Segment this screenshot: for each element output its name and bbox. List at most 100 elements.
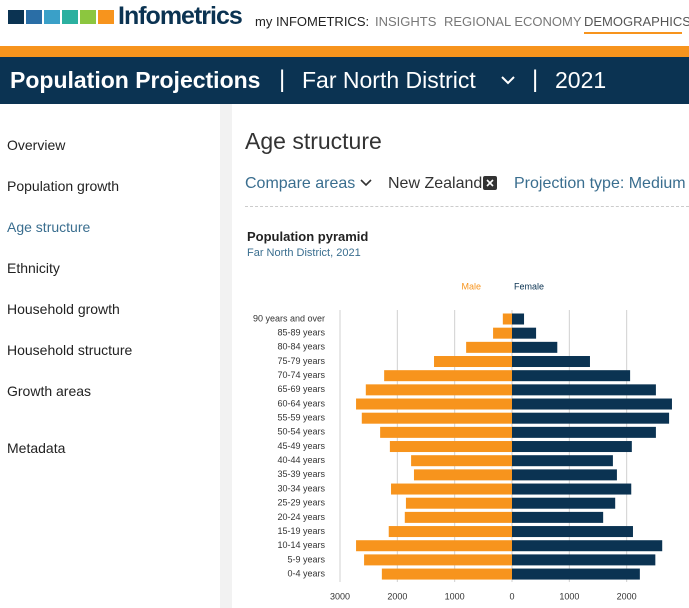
y-tick-label: 5-9 years [287,554,325,564]
bar [512,313,525,325]
y-tick-label: 45-49 years [277,441,325,451]
x-tick-label: 1000 [559,591,579,601]
side-link[interactable]: Household growth [7,301,120,317]
heading: Age structure [245,128,382,154]
side-link[interactable]: Age structure [7,219,91,235]
nav-link[interactable]: INSIGHTS [375,14,437,29]
side-link[interactable]: Ethnicity [7,260,60,276]
nav-link[interactable]: REGIONAL ECONOMY [444,14,582,29]
bar [512,455,613,467]
bar [365,384,512,396]
side-link[interactable]: Household structure [7,342,133,358]
side-link[interactable]: Metadata [7,440,66,456]
bar [512,398,672,410]
bar [512,554,656,566]
separator: | [532,66,539,93]
bar [502,313,512,325]
bar [512,370,631,382]
banner-title: Population Projections [10,67,261,93]
year-select[interactable]: 2021 [555,67,607,93]
y-tick-label: 75-79 years [277,356,325,366]
side-link[interactable]: Growth areas [7,383,92,399]
side-link[interactable]: Overview [7,137,66,153]
legend-label: Female [514,281,544,291]
divider [220,104,232,608]
x-tick-label: 0 [509,591,514,601]
bar [404,511,512,523]
y-tick-label: 80-84 years [277,342,325,352]
bar [512,441,632,453]
y-tick-label: 85-89 years [277,328,325,338]
y-tick-label: 55-59 years [277,413,325,423]
bar [434,356,512,368]
bar [466,341,512,353]
nav-label: my INFOMETRICS: [255,14,370,29]
bar [512,412,670,424]
bar [361,412,512,424]
y-tick-label: 15-19 years [277,526,325,536]
projection-select[interactable]: Projection type: Medium [514,175,686,192]
y-tick-label: 70-74 years [277,370,325,380]
bar [381,568,512,580]
area-select[interactable]: Far North District [302,67,476,93]
y-tick-label: 10-14 years [277,540,325,550]
y-tick-label: 0-4 years [287,568,325,578]
bar [413,469,512,481]
bar [512,426,656,438]
y-tick-label: 20-24 years [277,512,325,522]
bar [388,526,512,538]
bar [512,497,616,509]
bar [512,483,632,495]
dropdown-icon[interactable] [500,74,516,86]
bar [356,540,512,552]
y-tick-label: 90 years and over [253,313,325,323]
y-tick-label: 40-44 years [277,455,325,465]
bar [512,540,663,552]
compare-chip: New Zealand [388,175,483,192]
y-tick-label: 35-39 years [277,469,325,479]
y-tick-label: 60-64 years [277,398,325,408]
bar [512,384,656,396]
x-tick-label: 3000 [330,591,350,601]
bar [512,327,537,339]
nav-link[interactable]: DEMOGRAPHICS [584,14,689,29]
bar [512,469,617,481]
side-link[interactable]: Population growth [7,178,120,194]
legend-label: Male [461,281,481,291]
x-tick-label: 2000 [617,591,637,601]
remove-icon[interactable] [483,176,497,190]
banner [0,57,689,104]
chart-subtitle: Far North District, 2021 [247,247,361,259]
nav-underline [584,32,682,34]
bar [391,483,512,495]
x-tick-label: 2000 [387,591,407,601]
bar [411,455,512,467]
bar [512,511,604,523]
separator: | [279,66,286,93]
y-tick-label: 50-54 years [277,427,325,437]
bar [380,426,512,438]
logo-text: Infometrics [118,2,243,30]
bar [389,441,512,453]
logo-squares [8,10,114,29]
bar [405,497,512,509]
bar [364,554,512,566]
bar [512,356,590,368]
compare-select[interactable]: Compare areas [245,175,356,192]
bar [512,526,633,538]
bar [512,341,558,353]
chart-title: Population pyramid [247,229,369,244]
bar [356,398,512,410]
rule [245,206,689,208]
orange-band [0,46,689,57]
x-tick-label: 1000 [445,591,465,601]
bar [384,370,512,382]
y-tick-label: 25-29 years [277,498,325,508]
dropdown-icon[interactable] [359,178,373,188]
y-tick-label: 65-69 years [277,384,325,394]
chart: 3000 2000 1000 0 1000 2000 Male Female 90 years … [253,281,672,601]
y-tick-label: 30-34 years [277,483,325,493]
bar [493,327,512,339]
bar [512,568,640,580]
